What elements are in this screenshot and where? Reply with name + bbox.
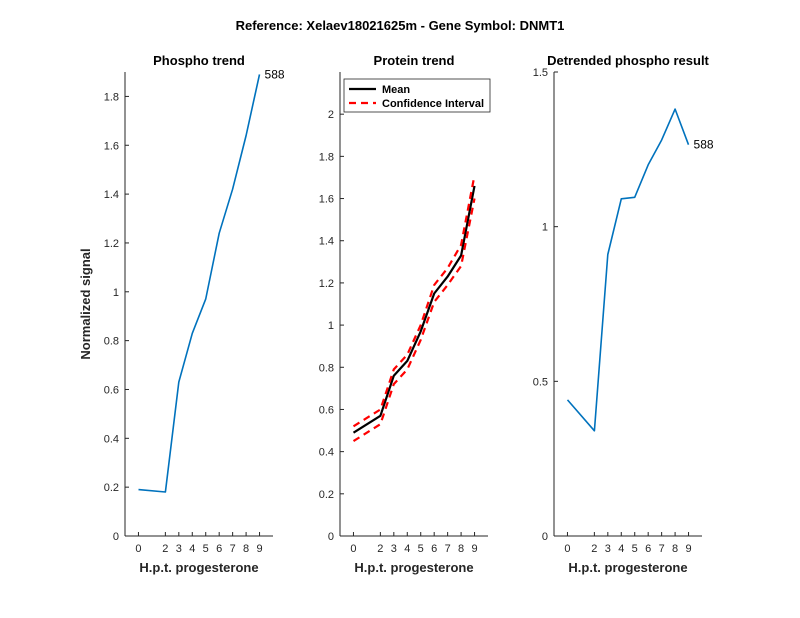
detrended-phospho-end-label: 588 [694,138,714,152]
detrended-phospho-y-tick-label: 0.5 [533,376,548,388]
detrended-phospho-title: Detrended phospho result [547,53,709,68]
protein-trend-x-tick-label: 3 [391,543,397,555]
protein-trend-y-tick-label: 1.6 [319,194,334,206]
detrended-phospho-x-tick-label: 0 [564,543,570,555]
phospho-trend-y-tick-label: 1 [113,287,119,299]
protein-trend-x-tick-label: 9 [471,543,477,555]
phospho-trend-x-tick-label: 9 [256,543,262,555]
phospho-trend-x-axis-label: H.p.t. progesterone [139,560,258,575]
protein-trend-ci-lower-line [352,198,476,443]
detrended-phospho-y-tick-label: 1.5 [533,67,548,79]
protein-trend-y-tick-label: 0.8 [319,362,334,374]
detrended-phospho-x-axis-label: H.p.t. progesterone [568,560,687,575]
protein-trend-ci-upper-line [352,175,476,428]
phospho-trend-x-tick-label: 5 [203,543,209,555]
phospho-trend-y-tick-label: 0.4 [104,433,119,445]
legend-mean-label: Mean [382,84,410,96]
detrended-phospho-x-tick-label: 3 [605,543,611,555]
detrended-phospho-x-tick-label: 6 [645,543,651,555]
phospho-trend-x-tick-label: 0 [135,543,141,555]
detrended-phospho-x-tick-label: 7 [659,543,665,555]
protein-trend-mean-line [352,185,476,434]
protein-trend-y-tick-label: 2 [328,109,334,121]
phospho-trend-series-line [138,74,261,493]
detrended-phospho-panel: 0 0.5 1 1.5 0 2 3 4 5 6 7 8 9 Detrended phospho resul… [533,53,714,575]
legend-box [343,78,491,113]
phospho-trend-y-tick-label: 0.6 [104,384,119,396]
detrended-phospho-x-tick-label: 5 [632,543,638,555]
phospho-trend-y-tick-label: 0.8 [104,336,119,348]
detrended-phospho-y-tick-label: 0 [542,531,548,543]
phospho-trend-panel: 0 0.2 0.4 0.6 0.8 1 1.2 1.4 1.6 1.8 0 2 3 4 5 6 7 8 9 Phosp… [78,53,285,575]
phospho-trend-y-tick-label: 1.6 [104,140,119,152]
phospho-trend-y-tick-label: 0 [113,531,119,543]
protein-trend-x-tick-label: 7 [445,543,451,555]
detrended-phospho-x-tick-label: 9 [685,543,691,555]
phospho-trend-x-tick-label: 2 [162,543,168,555]
phospho-trend-y-axis-label: Normalized signal [78,248,93,359]
protein-trend-y-tick-label: 1.2 [319,278,334,290]
phospho-trend-y-tick-label: 0.2 [104,482,119,494]
protein-trend-x-tick-label: 5 [418,543,424,555]
protein-trend-y-tick-label: 0.4 [319,447,334,459]
phospho-trend-x-tick-label: 6 [216,543,222,555]
figure-suptitle: Reference: Xelaev18021625m - Gene Symbol… [236,18,565,33]
phospho-trend-end-label: 588 [265,67,285,81]
protein-trend-legend: Mean Confidence Interval [343,78,491,113]
protein-trend-x-tick-label: 4 [404,543,410,555]
protein-trend-x-tick-label: 0 [350,543,356,555]
protein-trend-y-tick-label: 1 [328,320,334,332]
legend-ci-label: Confidence Interval [382,98,484,110]
phospho-trend-x-tick-label: 7 [230,543,236,555]
protein-trend-y-tick-label: 0 [328,531,334,543]
protein-trend-x-tick-label: 6 [431,543,437,555]
phospho-trend-y-tick-label: 1.8 [104,91,119,103]
protein-trend-y-tick-label: 0.2 [319,489,334,501]
protein-trend-panel: 00.20.40.60.811.21.41.61.820 2 3 4 5 6 7 8 9Prot… [319,53,491,575]
protein-trend-x-axis-label: H.p.t. progesterone [354,560,473,575]
protein-trend-x-tick-label: 2 [377,543,383,555]
phospho-trend-x-tick-label: 3 [176,543,182,555]
phospho-trend-title: Phospho trend [153,53,245,68]
protein-trend-y-tick-label: 1.4 [319,236,334,248]
phospho-trend-x-tick-label: 8 [243,543,249,555]
phospho-trend-y-tick-label: 1.2 [104,238,119,250]
phospho-trend-y-tick-label: 1.4 [104,189,119,201]
protein-trend-x-tick-label: 8 [458,543,464,555]
detrended-phospho-series-line [566,108,690,432]
detrended-phospho-y-tick-label: 1 [542,222,548,234]
detrended-phospho-x-tick-label: 4 [618,543,624,555]
phospho-trend-x-tick-label: 4 [189,543,195,555]
detrended-phospho-x-tick-label: 8 [672,543,678,555]
detrended-phospho-x-tick-label: 2 [591,543,597,555]
protein-trend-y-tick-label: 1.8 [319,151,334,163]
protein-trend-y-tick-label: 0.6 [319,404,334,416]
protein-trend-title: Protein trend [374,53,455,68]
